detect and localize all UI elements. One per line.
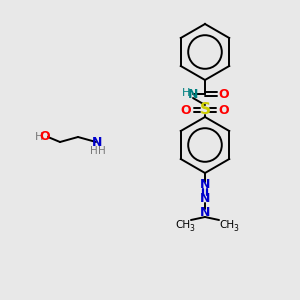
Text: 3: 3 [234,224,239,233]
Text: O: O [219,103,229,116]
Text: CH: CH [219,220,235,230]
Text: O: O [219,88,229,100]
Text: N: N [200,178,210,191]
Text: O: O [181,103,191,116]
Text: 3: 3 [190,224,194,233]
Text: S: S [200,103,211,118]
Text: H: H [35,132,43,142]
Text: H: H [182,88,190,98]
Text: H: H [98,146,106,156]
Text: O: O [40,130,50,143]
Text: H: H [90,146,98,156]
Text: N: N [92,136,102,148]
Text: N: N [200,193,210,206]
Text: N: N [188,88,198,100]
Text: N: N [200,206,210,220]
Text: CH: CH [176,220,190,230]
